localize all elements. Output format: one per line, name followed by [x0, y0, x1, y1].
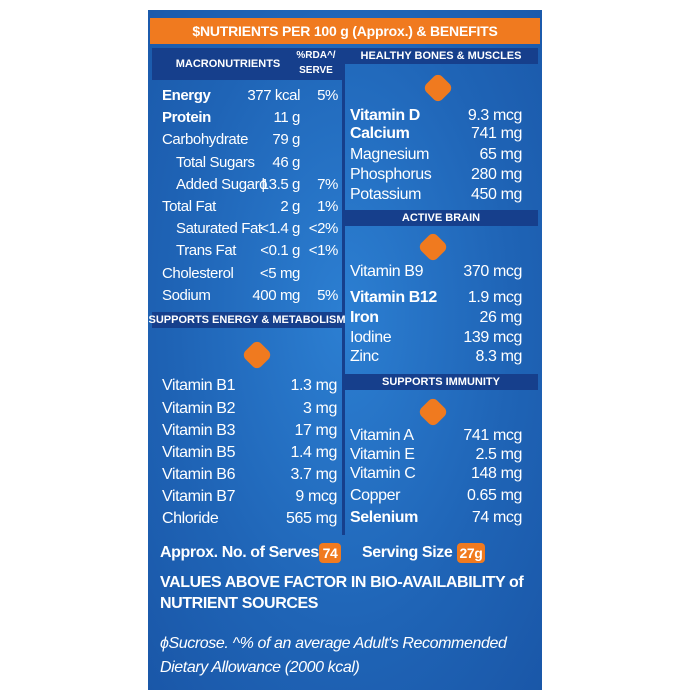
nutrient-name: Vitamin E: [350, 446, 415, 463]
nutrient-amount: 11 g: [273, 109, 301, 127]
bones-band: [345, 48, 538, 64]
label-panel: [148, 10, 542, 690]
nutrient-name: Total Sugars: [176, 153, 255, 171]
nutrient-name: Added Sugarɸ: [176, 175, 268, 193]
nutrient-name: Vitamin B7: [162, 488, 236, 505]
nutrient-name: Trans Fat: [176, 242, 237, 260]
nutrient-amount: 377 kcal: [247, 87, 300, 104]
nutrient-name: Vitamin B6: [162, 466, 236, 483]
immunity-band: [345, 374, 538, 390]
nutrient-amount: 74 mcg: [471, 509, 522, 526]
section-heading: SUPPORTS ENERGY & METABOLISM: [148, 314, 346, 326]
nutrient-amount: 65 mg: [479, 146, 523, 163]
section-heading: HEALTHY BONES & MUSCLES: [360, 50, 522, 62]
serves-badge: [319, 543, 341, 563]
nutrient-name: Vitamin B1: [162, 377, 236, 394]
nutrient-amount: 2 g: [280, 198, 300, 215]
nutrient-amount: 79 g: [272, 131, 300, 149]
column-divider: [342, 48, 345, 535]
nutrient-name: Vitamin B2: [162, 400, 236, 417]
nutrient-name: Cholesterol: [162, 264, 234, 282]
nutrient-name: Chloride: [162, 510, 219, 527]
nutrient-rda: 1%: [317, 198, 338, 215]
nutrient-amount: 148 mg: [471, 465, 522, 482]
nutrient-rda: 5%: [317, 87, 338, 104]
header-bar: [150, 18, 540, 44]
nutrient-name: Vitamin B3: [162, 422, 236, 439]
nutrient-amount: 565 mg: [286, 510, 337, 527]
nutrient-name: Vitamin C: [350, 465, 416, 482]
nutrient-name: Vitamin D: [350, 107, 420, 124]
nutrient-name: Copper: [350, 487, 401, 504]
nutrient-name: Vitamin B12: [350, 289, 437, 306]
nutrient-amount: 450 mg: [471, 186, 522, 203]
nutrient-name: Energy: [162, 87, 211, 104]
nutrient-name: Vitamin B5: [162, 444, 236, 461]
nutrient-name: Protein: [162, 109, 211, 127]
nutrient-name: Iodine: [350, 329, 392, 346]
nutrient-name: Calcium: [350, 125, 410, 142]
nutrient-amount: 46 g: [272, 153, 300, 171]
nutrient-amount: 1.9 mcg: [467, 289, 523, 306]
nutrient-amount: 3 mg: [303, 400, 337, 417]
nutrient-amount: 139 mcg: [463, 329, 522, 346]
footnote: ɸSucrose. ^% of an average Adult's Recom…: [160, 635, 507, 652]
nutrient-name: Zinc: [350, 348, 379, 365]
section-heading: SUPPORTS IMMUNITY: [382, 376, 500, 388]
nutrient-name: Potassium: [350, 186, 422, 203]
header-title: $NUTRIENTS PER 100 g (Approx.) & BENEFIT…: [192, 23, 498, 39]
nutrient-amount: 13.5 g: [260, 175, 301, 193]
nutrient-amount: 280 mg: [471, 166, 522, 183]
nutrient-name: Vitamin A: [350, 427, 414, 444]
nutrient-name: Sodium: [162, 286, 211, 304]
nutrient-name: Phosphorus: [350, 166, 432, 183]
nutrient-amount: 1.3 mg: [290, 377, 337, 394]
nutrient-amount: 741 mcg: [463, 427, 522, 444]
nutrient-name: Selenium: [350, 509, 418, 526]
macro-heading: MACRONUTRIENTS: [175, 58, 281, 70]
nutrient-amount: <5 mg: [259, 264, 301, 282]
nutrient-name: Vitamin B9: [350, 263, 424, 280]
brain-band: [345, 210, 538, 226]
nutrient-rda: <1%: [308, 242, 339, 260]
nutrient-name: Saturated Fat: [176, 220, 262, 238]
nutrient-amount: 3.7 mg: [290, 466, 337, 483]
nutrient-name: Magnesium: [350, 146, 430, 163]
nutrient-rda: <2%: [308, 220, 339, 238]
nutrient-name: Iron: [350, 309, 379, 326]
nutrient-rda: 7%: [317, 175, 338, 193]
nutrient-amount: <1.4 g: [260, 220, 300, 238]
nutrient-amount: 370 mcg: [463, 263, 522, 280]
section-heading: ACTIVE BRAIN: [401, 212, 481, 224]
nutrient-amount: 8.3 mg: [475, 348, 522, 365]
size-badge: [457, 543, 485, 563]
nutrient-amount: 9 mcg: [295, 488, 337, 505]
size-label: Serving Size: [362, 544, 453, 561]
nutrient-amount: 26 mg: [479, 309, 523, 326]
energy-band: [152, 312, 342, 328]
nutrient-amount: <0.1 g: [260, 242, 300, 260]
footnote: Dietary Allowance (2000 kcal): [160, 659, 360, 676]
nutrient-amount: 17 mg: [294, 422, 338, 439]
rda-heading: %RDA^/: [296, 50, 336, 61]
nutrient-name: Total Fat: [162, 198, 216, 215]
nutrient-amount: 741 mg: [471, 125, 522, 142]
nutrient-amount: 2.5 mg: [475, 446, 522, 463]
nutrient-amount: 400 mg: [252, 286, 300, 304]
nutrient-rda: 5%: [317, 286, 338, 304]
nutrient-amount: 9.3 mcg: [467, 107, 523, 124]
note: NUTRIENT SOURCES: [160, 595, 319, 612]
nutrient-amount: 0.65 mg: [466, 487, 522, 504]
serves-value: 74: [322, 545, 338, 561]
serves-label: Approx. No. of Serves: [160, 544, 319, 561]
macro-band: [152, 48, 342, 80]
rda-heading: SERVE: [299, 65, 333, 76]
nutrient-name: Carbohydrate: [162, 131, 249, 149]
nutrient-amount: 1.4 mg: [290, 444, 337, 461]
note: VALUES ABOVE FACTOR IN BIO-AVAILABILITY …: [160, 574, 524, 591]
size-value: 27g: [459, 545, 483, 561]
